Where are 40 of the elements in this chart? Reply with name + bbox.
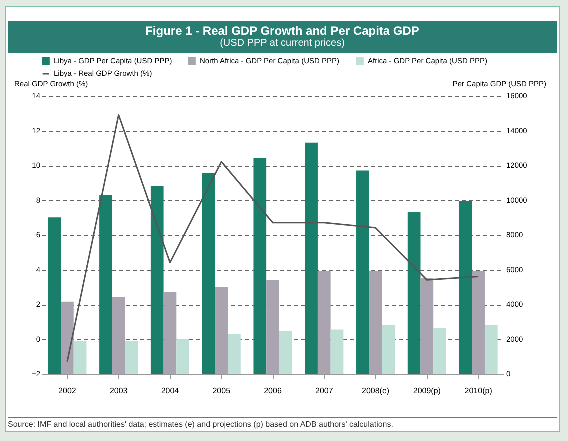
- bar: [408, 212, 421, 374]
- line-series: [66, 114, 480, 363]
- bar: [434, 328, 446, 374]
- bar: [202, 173, 216, 374]
- x-tick-label: 2004: [161, 386, 180, 396]
- x-tick-label: 2008(e): [362, 386, 390, 396]
- x-tick-label: 2006: [264, 386, 282, 396]
- bar: [61, 302, 74, 374]
- bar: [176, 339, 190, 374]
- x-tick-label: 2009(p): [413, 386, 442, 396]
- bar: [150, 186, 164, 374]
- bar: [254, 158, 267, 374]
- bar: [459, 201, 472, 374]
- x-tick-label: 2007: [315, 386, 334, 396]
- x-tick-label: 2005: [212, 386, 232, 396]
- bar: [318, 271, 331, 374]
- chart-title: Figure 1 - Real GDP Growth and Per Capita GDP: [144, 24, 420, 38]
- bar: [125, 340, 138, 374]
- bar: [420, 278, 434, 374]
- bar: [100, 195, 112, 374]
- bar: [266, 280, 280, 374]
- x-tick-label: 2003: [110, 386, 128, 396]
- bar: [215, 287, 228, 374]
- bar: [356, 170, 370, 374]
- bar: [305, 142, 318, 374]
- x-tick-label: 2010(p): [464, 386, 493, 396]
- bar: [369, 271, 382, 374]
- chart-subtitle: (USD PPP at current prices): [219, 38, 346, 49]
- bar: [382, 325, 396, 374]
- bar: [228, 334, 241, 374]
- source-note: Source: IMF and local authorities' data; estimates (e) and projections (p) based on ADB authors' calculations.: [8, 417, 557, 429]
- bar: [279, 331, 292, 374]
- bar: [330, 330, 344, 374]
- bar: [164, 292, 177, 374]
- bar: [484, 325, 498, 374]
- bar: [48, 218, 62, 374]
- bar: [74, 340, 87, 374]
- x-tick-label: 2002: [58, 386, 77, 396]
- bar: [472, 271, 485, 374]
- bar: [112, 298, 126, 374]
